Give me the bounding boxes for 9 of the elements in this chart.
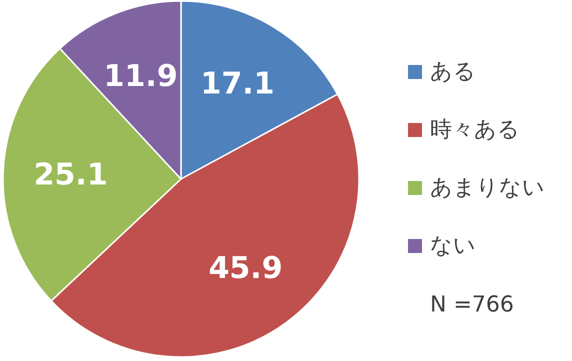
text: N =766 (430, 292, 514, 318)
legend-label: 時々ある (430, 118, 520, 142)
legend-label: ある (430, 60, 476, 84)
data-label: 11.9 (104, 58, 178, 94)
legend-label: あまりない (430, 176, 545, 200)
data-label: 45.9 (208, 250, 283, 286)
data-label: 25.1 (34, 158, 108, 193)
legend-label: ない (430, 234, 476, 258)
data-label: 17.1 (200, 66, 274, 102)
